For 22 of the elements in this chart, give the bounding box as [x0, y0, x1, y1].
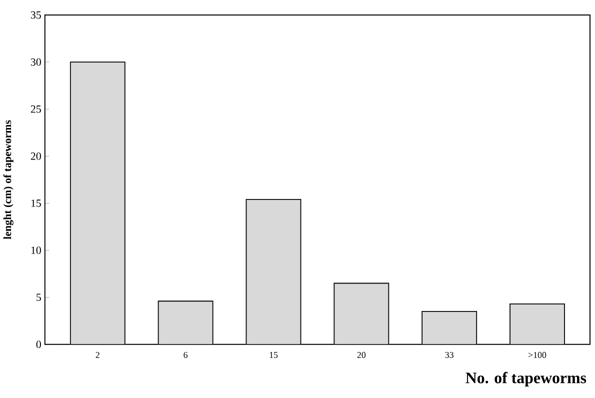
y-tick-label: 30: [30, 58, 41, 66]
y-tick-label: 10: [31, 246, 41, 254]
x-tick-label: 20: [357, 352, 366, 358]
bar: [70, 61, 126, 344]
x-tick-label: 15: [270, 352, 278, 358]
y-tick-label: 0: [36, 340, 41, 348]
x-tick-label: 6: [184, 352, 188, 358]
bar: [246, 198, 302, 344]
bar: [422, 310, 478, 344]
y-tick-label: 25: [30, 105, 41, 113]
y-tick-label: 15: [31, 199, 41, 207]
y-tick-label: 20: [30, 152, 41, 160]
bar: [334, 282, 390, 344]
y-tick-label: 5: [36, 294, 41, 301]
x-axis-title: No. of tapeworms: [466, 372, 586, 386]
bar: [158, 300, 213, 344]
x-tick-label: 33: [445, 352, 454, 358]
y-tick-label: 35: [30, 11, 41, 18]
x-tick-label: >100: [528, 352, 546, 358]
x-tick-label: 2: [96, 352, 100, 358]
y-axis-title: lenght (cm) of tapeworms: [3, 120, 14, 240]
bar: [510, 303, 565, 344]
